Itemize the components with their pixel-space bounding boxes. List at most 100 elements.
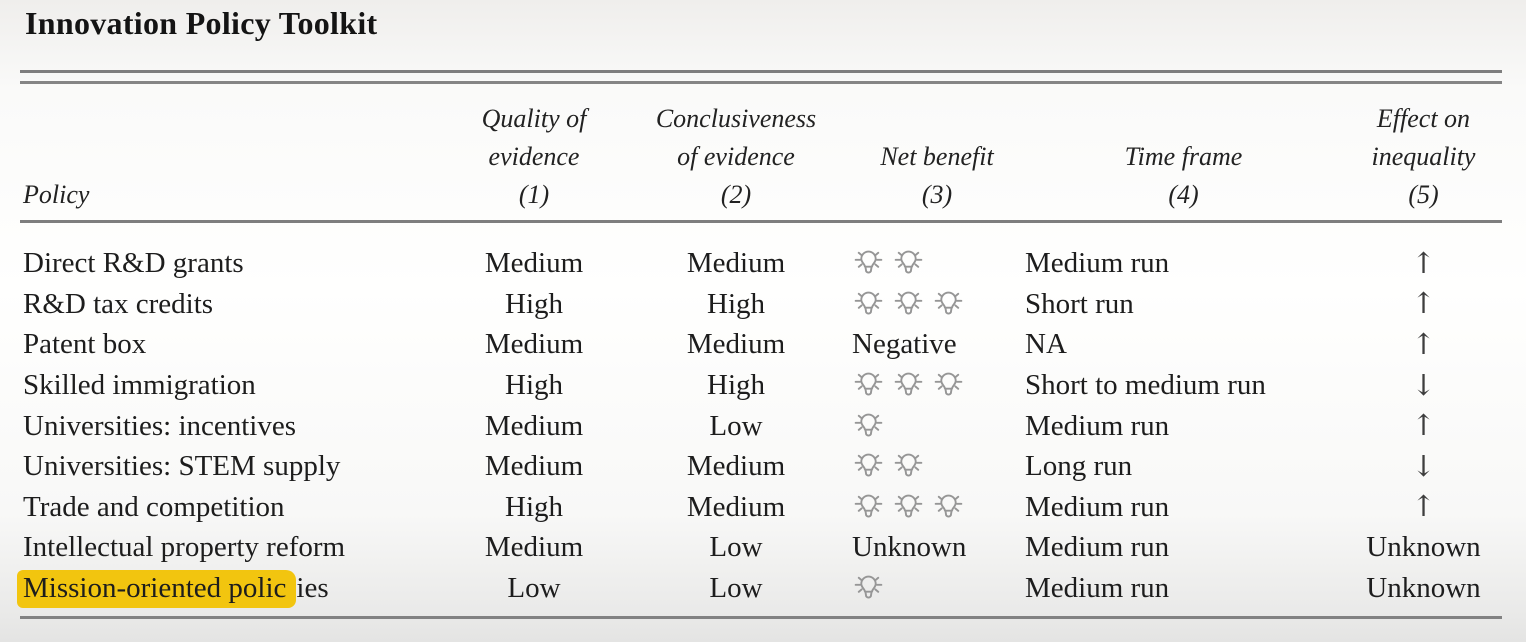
quality-of-evidence-cell: Low [507,572,561,605]
column-header-line: (3) [921,180,953,209]
policy-cell: Direct R&D grants [23,247,244,280]
conclusiveness-of-evidence-cell: Low [709,572,763,605]
column-header-line: Time frame [1124,142,1243,171]
table-row: Universities: STEM supply Medium Medium … [20,446,1502,487]
lightbulb-icon [854,372,883,396]
quality-of-evidence-cell: High [505,369,563,402]
effect-on-inequality-cell: ↑ [1345,326,1502,363]
arrow-down-icon: ↓ [1411,367,1436,402]
column-header-time-frame: Time frame (4) [1022,138,1345,220]
time-frame-cell: Medium run [1025,572,1170,605]
column-header-line: Policy [23,180,90,209]
table-row: Universities: incentives Medium Low Medi… [20,405,1502,446]
net-benefit-cell [852,490,1022,524]
policy-cell: Skilled immigration [23,369,256,402]
lightbulb-icon [854,575,883,599]
column-header-line: inequality [1371,142,1476,171]
lightbulb-icon [934,372,963,396]
lightbulb-icon [854,250,883,274]
lightbulb-icon [854,291,883,315]
effect-on-inequality-cell: ↑ [1345,245,1502,282]
table-top-double-rule [20,70,1502,84]
column-header-line: Conclusiveness [655,104,817,133]
column-header-line: (1) [518,180,550,209]
column-header-policy: Policy [20,176,448,220]
arrow-up-icon: ↑ [1411,326,1436,361]
lightbulb-icon [894,291,923,315]
policy-cell: Mission-oriented polic ies [17,570,448,609]
policy-cell: Intellectual property reform [23,531,346,564]
column-header-conclusiveness: Conclusiveness of evidence (2) [620,100,852,220]
policy-cell: Universities: STEM supply [23,450,341,483]
time-frame-cell: NA [1025,328,1067,361]
net-benefit-cell [852,246,1022,280]
table-bottom-rule [20,616,1502,619]
quality-of-evidence-cell: High [505,490,563,523]
conclusiveness-of-evidence-cell: Medium [686,247,786,280]
arrow-up-icon: ↑ [1411,408,1436,443]
table-body: Direct R&D grants Medium Medium Medium r… [17,223,1502,609]
column-header-inequality: Effect on inequality (5) [1345,100,1502,220]
quality-of-evidence-cell: Medium [484,409,584,442]
table-row: Skilled immigration High High Short to m… [20,365,1502,406]
net-benefit-cell [852,368,1022,402]
policy-cell: Trade and competition [23,490,285,523]
column-header-net-benefit: Net benefit (3) [852,138,1022,220]
effect-on-inequality-cell: ↓ [1345,448,1502,485]
time-frame-cell: Short run [1025,287,1134,320]
column-header-line: Effect on [1376,104,1471,133]
lightbulb-icon [894,453,923,477]
net-benefit-cell: Unknown [852,531,967,564]
conclusiveness-of-evidence-cell: High [707,287,765,320]
time-frame-cell: Medium run [1025,490,1170,523]
policy-cell: Patent box [23,328,147,361]
column-header-quality: Quality of evidence (1) [448,100,620,220]
column-header-line: of evidence [677,142,795,171]
net-benefit-cell [852,571,1022,605]
effect-on-inequality-cell: ↑ [1345,285,1502,322]
effect-on-inequality-cell: ↑ [1345,488,1502,525]
arrow-up-icon: ↑ [1411,489,1436,524]
page-title: Innovation Policy Toolkit [25,5,378,41]
table-row: R&D tax credits High High Short run ↑ [20,284,1502,325]
lightbulb-icon [934,494,963,518]
lightbulb-icon [894,372,923,396]
time-frame-cell: Medium run [1025,531,1170,564]
column-header-line: evidence [488,142,580,171]
column-header-line: (5) [1408,180,1439,209]
lightbulb-icon [854,453,883,477]
lightbulb-icon [894,494,923,518]
lightbulb-icon [894,250,923,274]
table-header-row: Policy Quality of evidence (1) Conclusivenes… [20,88,1502,220]
table-row: Mission-oriented polic ies Low Low Medium… [17,568,1502,609]
lightbulb-icon [854,494,883,518]
table-row: Trade and competition High Medium Medium… [20,487,1502,528]
quality-of-evidence-cell: Medium [484,247,584,280]
highlight-marker: Mission-oriented polic [17,570,297,609]
table-row: Intellectual property reform Medium Low … [20,527,1502,568]
net-benefit-cell [852,449,1022,483]
conclusiveness-of-evidence-cell: Medium [686,490,786,523]
column-header-line: (2) [720,180,752,209]
lightbulb-icon [854,413,883,437]
column-header-line: Quality of [481,104,587,133]
net-benefit-cell: Negative [852,328,957,361]
table-row: Direct R&D grants Medium Medium Medium r… [20,243,1502,284]
table-header-rule [20,220,1502,223]
table: Policy Quality of evidence (1) Conclusivenes… [17,0,1502,642]
conclusiveness-of-evidence-cell: Medium [686,328,786,361]
arrow-down-icon: ↓ [1411,448,1436,483]
table-row: Patent box Medium Medium Negative NA ↑ [20,324,1502,365]
quality-of-evidence-cell: Medium [484,328,584,361]
time-frame-cell: Medium run [1025,247,1170,280]
column-header-line: (4) [1168,180,1199,209]
conclusiveness-of-evidence-cell: High [707,369,765,402]
quality-of-evidence-cell: Medium [484,531,584,564]
policy-cell: R&D tax credits [23,287,214,320]
effect-on-inequality-cell: Unknown [1366,572,1481,605]
time-frame-cell: Short to medium run [1025,369,1266,402]
quality-of-evidence-cell: Medium [484,450,584,483]
effect-on-inequality-cell: ↓ [1345,367,1502,404]
conclusiveness-of-evidence-cell: Medium [686,450,786,483]
